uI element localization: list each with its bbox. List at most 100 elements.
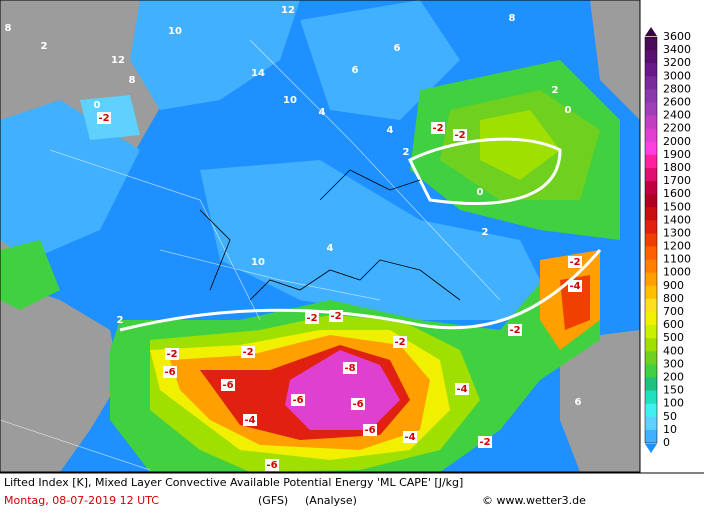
colorbar-label: 1000 [663, 266, 691, 279]
map-frame [0, 0, 641, 473]
contour-label: -2 [432, 123, 443, 134]
contour-label: 10 [168, 26, 182, 37]
contour-label: -2 [306, 313, 317, 324]
colorbar-label: 50 [663, 410, 677, 423]
colorbar-label: 2200 [663, 122, 691, 135]
contour-label: 6 [352, 65, 359, 76]
colorbar-swatch [645, 207, 657, 221]
colorbar-swatch [645, 285, 657, 300]
colorbar-swatch [645, 377, 657, 392]
colorbar-label: 3400 [663, 43, 691, 56]
contour-label-box [343, 362, 357, 374]
contour-label-box [403, 431, 417, 443]
colorbar-swatch [645, 102, 657, 117]
contour-label-box [453, 129, 467, 141]
colorbar-swatch [645, 325, 657, 339]
colorbar-label: 400 [663, 344, 684, 357]
colorbar-label: 1400 [663, 213, 691, 226]
colorbar-label: 2800 [663, 82, 691, 95]
colorbar-swatch [645, 167, 657, 182]
contour-label: -2 [98, 113, 109, 124]
contour-label: 4 [327, 243, 334, 254]
colorbar-label: 900 [663, 279, 684, 292]
colorbar-label: 1200 [663, 240, 691, 253]
colorbar-swatch [645, 390, 657, 405]
colorbar-top [645, 27, 657, 36]
colorbar-swatch [645, 338, 657, 352]
contour-label: -6 [352, 399, 363, 410]
colorbar-label: 1600 [663, 187, 691, 200]
colorbar-label: 1700 [663, 174, 691, 187]
contour-label: 8 [129, 75, 136, 86]
colorbar-swatch [645, 272, 657, 287]
contour-label-box [97, 112, 111, 124]
contour-label-box [291, 394, 305, 406]
colorbar-label: 1900 [663, 148, 691, 161]
colorbar-swatch [645, 416, 657, 431]
contour-label: 2 [482, 227, 489, 238]
contour-label-box [243, 414, 257, 426]
contour-label: -6 [364, 425, 375, 436]
colorbar-label: 500 [663, 331, 684, 344]
colorbar-swatch [645, 181, 657, 195]
contour-labels: -2021210814121086420-2-220468-2-4-2-2-6-… [5, 5, 582, 471]
contour-label-box [165, 348, 179, 360]
contour-label: -2 [242, 347, 253, 358]
colorbar-swatch [645, 63, 657, 77]
colorbar-label: 100 [663, 397, 684, 410]
colorbar-label: 3000 [663, 69, 691, 82]
colorbar-swatch [645, 128, 657, 143]
colorbar-frame [644, 36, 658, 444]
contour-label: 0 [477, 187, 484, 198]
contour-label: -6 [292, 395, 303, 406]
map-field [0, 0, 640, 472]
contour-label: 0 [565, 105, 572, 116]
colorbar-swatch [645, 37, 657, 51]
contour-label-box [241, 346, 255, 358]
footer-model: (GFS) [258, 494, 288, 507]
colorbar-label: 1300 [663, 226, 691, 239]
colorbar-label: 1500 [663, 200, 691, 213]
colorbar-label: 10 [663, 423, 677, 436]
contour-label: 2 [403, 147, 410, 158]
contour-label: -2 [166, 349, 177, 360]
footer-title: Lifted Index [K], Mixed Layer Convective… [4, 476, 463, 489]
contour-label-box [163, 366, 177, 378]
contour-label: 8 [5, 23, 12, 34]
colorbar-label: 2000 [663, 135, 691, 148]
colorbar-swatch [645, 76, 657, 90]
colorbar-swatch [645, 115, 657, 130]
contour-label-box [329, 310, 343, 322]
contour-label: 2 [41, 41, 48, 52]
colorbar-swatch [645, 89, 657, 103]
colorbar-swatch [645, 141, 657, 156]
contour-label: 2 [117, 315, 124, 326]
contour-label: 12 [281, 5, 295, 16]
colorbar-swatch [645, 351, 657, 365]
contour-label: -4 [404, 432, 415, 443]
colorbar-label: 2400 [663, 109, 691, 122]
contour-label: -6 [266, 460, 277, 471]
colorbar-swatch [645, 259, 657, 274]
colorbar-swatch [645, 312, 657, 326]
footer-copyright: © www.wetter3.de [482, 494, 586, 507]
colorbar-swatch [645, 50, 657, 64]
contour-label-box [221, 379, 235, 391]
colorbar-label: 200 [663, 371, 684, 384]
colorbar-label: 3600 [663, 30, 691, 43]
colorbar-label: 0 [663, 436, 670, 449]
colorbar-label: 700 [663, 305, 684, 318]
colorbar-bottom [645, 444, 657, 453]
colorbar-label: 3200 [663, 56, 691, 69]
contour-label: 2 [552, 85, 559, 96]
contour-label-box [363, 424, 377, 436]
contour-label-box [305, 312, 319, 324]
contour-label: 10 [251, 257, 265, 268]
colorbar-label: 1800 [663, 161, 691, 174]
contour-label-box [431, 122, 445, 134]
contour-label: -2 [479, 437, 490, 448]
colorbar: 3600340032003000280026002400220020001900… [644, 30, 691, 449]
contour-label: -4 [569, 281, 580, 292]
